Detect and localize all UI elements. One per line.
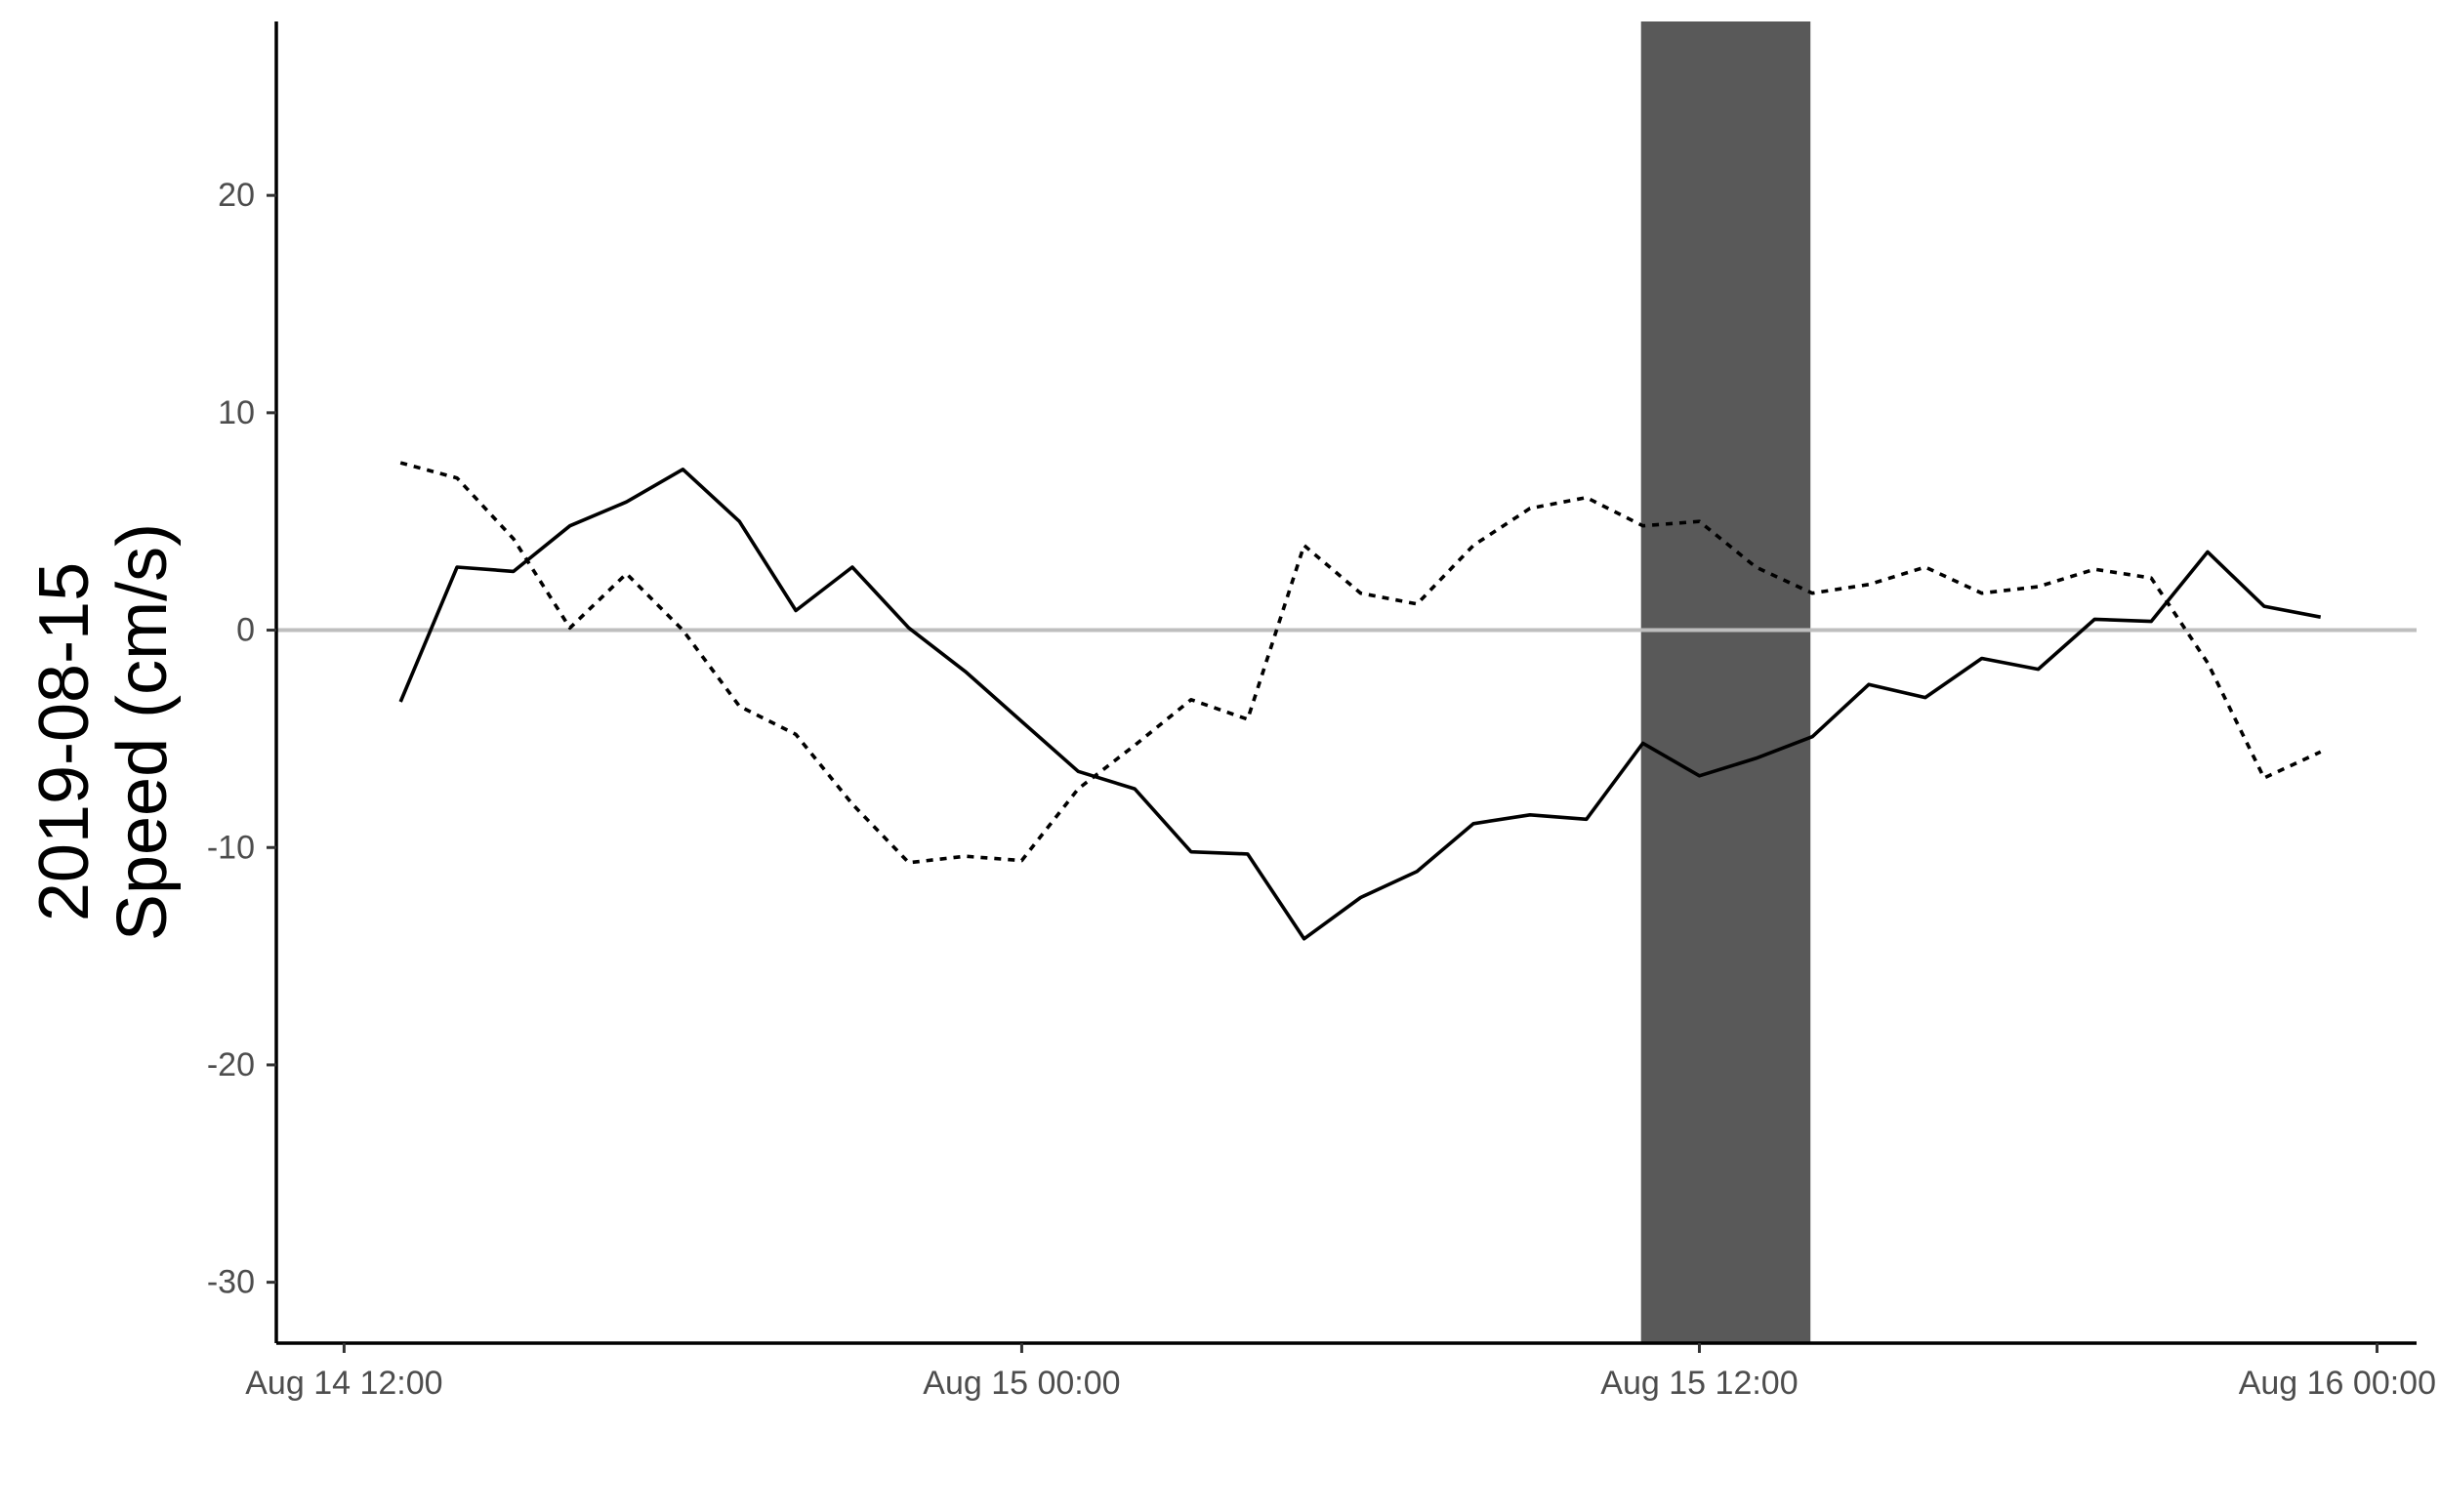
y-tick-label: -10 [207, 829, 255, 866]
x-tick-label: Aug 15 00:00 [923, 1365, 1120, 1402]
y-axis-ticks: 20 10 0 -10 -20 -30 [207, 177, 276, 1301]
y-axis-title-line-2: Speed (cm/s) [103, 523, 182, 941]
y-tick-label: -20 [207, 1046, 255, 1083]
x-tick-label: Aug 14 12:00 [245, 1365, 442, 1402]
y-axis-title: 2019-08-15 Speed (cm/s) [25, 523, 182, 941]
series-layer [398, 461, 2322, 941]
highlight-band [1640, 21, 1811, 1343]
x-tick-label: Aug 15 12:00 [1600, 1365, 1798, 1402]
y-axis-title-line-1: 2019-08-15 [25, 562, 103, 921]
y-tick-label: 20 [218, 177, 255, 214]
y-tick-label: 10 [218, 394, 255, 431]
y-tick-label: -30 [207, 1264, 255, 1301]
x-axis-ticks: Aug 14 12:00 Aug 15 00:00 Aug 15 12:00 Aug … [245, 1343, 2436, 1402]
x-tick-label: Aug 16 00:00 [2239, 1365, 2436, 1402]
series-line-2 [399, 461, 2322, 865]
series-line-1 [398, 467, 2322, 941]
y-tick-label: 0 [236, 612, 255, 649]
